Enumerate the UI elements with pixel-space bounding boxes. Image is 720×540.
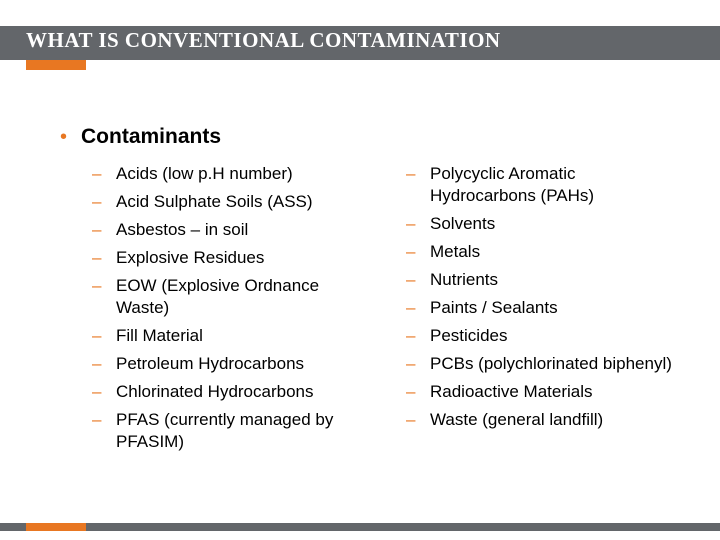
list-item-text: Polycyclic Aromatic Hydrocarbons (PAHs) — [430, 163, 680, 207]
list-item: –Paints / Sealants — [406, 297, 680, 319]
list-item-text: Paints / Sealants — [430, 297, 558, 319]
title-accent — [26, 60, 86, 70]
footer-accent — [26, 523, 86, 531]
list-item: –Polycyclic Aromatic Hydrocarbons (PAHs) — [406, 163, 680, 207]
dash-icon: – — [92, 163, 104, 185]
list-item-text: Asbestos – in soil — [116, 219, 248, 241]
dash-icon: – — [92, 219, 104, 241]
list-item: –Fill Material — [92, 325, 366, 347]
list-item-text: Acid Sulphate Soils (ASS) — [116, 191, 313, 213]
list-item: –Radioactive Materials — [406, 381, 680, 403]
dash-icon: – — [406, 297, 418, 319]
dash-icon: – — [406, 409, 418, 431]
list-item-text: Acids (low p.H number) — [116, 163, 293, 185]
list-item: –Waste (general landfill) — [406, 409, 680, 431]
list-item-text: PFAS (currently managed by PFASIM) — [116, 409, 366, 453]
list-item: –Nutrients — [406, 269, 680, 291]
list-item-text: Solvents — [430, 213, 495, 235]
list-item: –Chlorinated Hydrocarbons — [92, 381, 366, 403]
dash-icon: – — [92, 325, 104, 347]
dash-icon: – — [92, 191, 104, 213]
list-item: –Pesticides — [406, 325, 680, 347]
dash-icon: – — [406, 269, 418, 291]
dash-icon: – — [406, 353, 418, 375]
heading-text: Contaminants — [81, 125, 221, 149]
dash-icon: – — [406, 213, 418, 235]
dash-icon: – — [406, 241, 418, 263]
dash-icon: – — [92, 247, 104, 269]
left-column: –Acids (low p.H number)–Acid Sulphate So… — [92, 163, 366, 459]
list-item-text: Nutrients — [430, 269, 498, 291]
content-area: • Contaminants –Acids (low p.H number)–A… — [60, 125, 680, 459]
dash-icon: – — [406, 381, 418, 403]
list-item: –EOW (Explosive Ordnance Waste) — [92, 275, 366, 319]
dash-icon: – — [92, 381, 104, 403]
list-item: –Metals — [406, 241, 680, 263]
dash-icon: – — [406, 163, 418, 185]
slide-title: WHAT IS CONVENTIONAL CONTAMINATION — [26, 28, 501, 53]
dash-icon: – — [92, 353, 104, 375]
columns: –Acids (low p.H number)–Acid Sulphate So… — [92, 163, 680, 459]
list-item-text: Waste (general landfill) — [430, 409, 603, 431]
list-item: –Acids (low p.H number) — [92, 163, 366, 185]
list-item-text: Petroleum Hydrocarbons — [116, 353, 304, 375]
list-item-text: Chlorinated Hydrocarbons — [116, 381, 314, 403]
right-column: –Polycyclic Aromatic Hydrocarbons (PAHs)… — [406, 163, 680, 459]
list-item-text: EOW (Explosive Ordnance Waste) — [116, 275, 366, 319]
list-item: –PCBs (polychlorinated biphenyl) — [406, 353, 680, 375]
dash-icon: – — [406, 325, 418, 347]
list-item-text: Metals — [430, 241, 480, 263]
slide: WHAT IS CONVENTIONAL CONTAMINATION • Con… — [0, 0, 720, 540]
list-item: –Explosive Residues — [92, 247, 366, 269]
list-item: –Solvents — [406, 213, 680, 235]
dash-icon: – — [92, 275, 104, 297]
list-item-text: PCBs (polychlorinated biphenyl) — [430, 353, 672, 375]
list-item: –Asbestos – in soil — [92, 219, 366, 241]
dash-icon: – — [92, 409, 104, 431]
list-item-text: Fill Material — [116, 325, 203, 347]
main-bullet: • Contaminants — [60, 125, 680, 149]
footer-bar — [0, 523, 720, 531]
list-item: –Petroleum Hydrocarbons — [92, 353, 366, 375]
list-item-text: Pesticides — [430, 325, 507, 347]
list-item-text: Radioactive Materials — [430, 381, 593, 403]
list-item: –Acid Sulphate Soils (ASS) — [92, 191, 366, 213]
bullet-icon: • — [60, 125, 67, 149]
list-item-text: Explosive Residues — [116, 247, 264, 269]
list-item: –PFAS (currently managed by PFASIM) — [92, 409, 366, 453]
